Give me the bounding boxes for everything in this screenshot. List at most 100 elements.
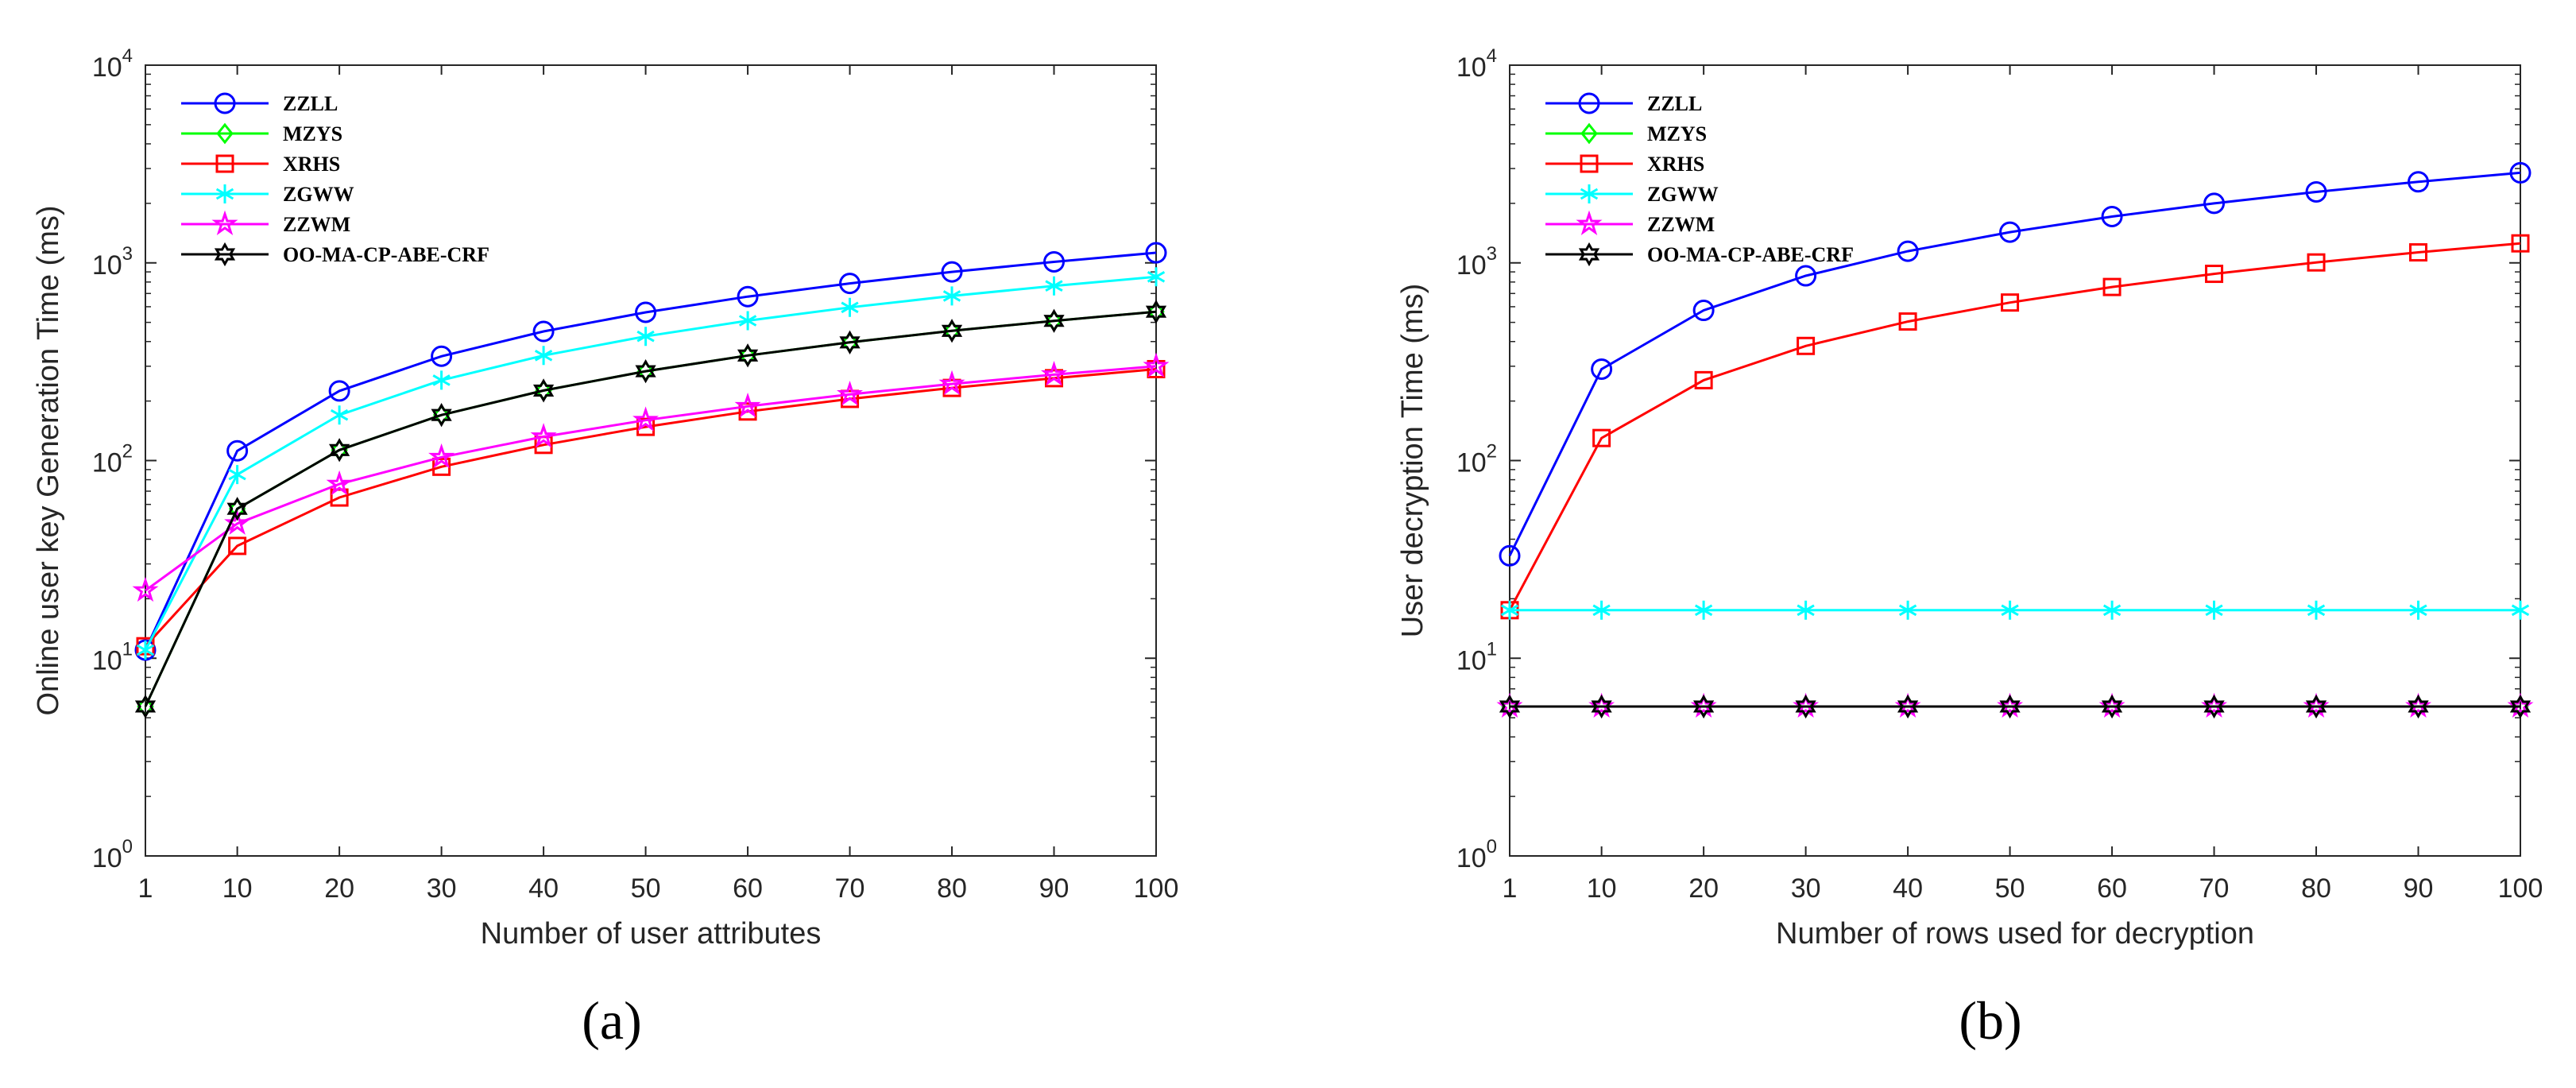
data-point xyxy=(2305,180,2327,203)
x-tick-label: 40 xyxy=(528,873,559,904)
y-tick-exp: 0 xyxy=(1487,836,1497,858)
x-tick-label: 90 xyxy=(2404,873,2434,904)
legend-label: ZZWM xyxy=(1647,213,1715,236)
series-line xyxy=(1508,171,2521,556)
y-tick-base: 10 xyxy=(1456,843,1487,873)
y-tick-exp: 4 xyxy=(122,45,133,67)
legend-label: OO-MA-CP-ABE-CRF xyxy=(283,243,489,266)
data-point xyxy=(839,273,861,295)
data-point xyxy=(2509,694,2532,719)
y-tick-base: 10 xyxy=(1456,448,1487,478)
y-tick-label: 103 xyxy=(1456,243,1497,281)
data-point xyxy=(1045,276,1063,296)
data-point xyxy=(330,488,349,507)
data-point xyxy=(330,405,349,425)
data-point xyxy=(942,286,961,306)
x-tick-label: 80 xyxy=(937,873,967,904)
y-tick-exp: 4 xyxy=(1487,45,1497,67)
legend-marker xyxy=(214,92,236,114)
series-line xyxy=(144,368,1157,648)
data-point xyxy=(2001,600,2019,620)
x-tick-label: 20 xyxy=(1688,873,1719,904)
data-point xyxy=(1041,361,1068,386)
x-tick-label: 80 xyxy=(2301,873,2331,904)
x-tick-label: 1 xyxy=(138,873,153,904)
series-oo-ma-cp-abe-crf xyxy=(1499,694,2532,719)
data-point xyxy=(2305,694,2327,719)
panel-caption: (a) xyxy=(582,990,641,1051)
data-point xyxy=(1499,694,1521,719)
y-axis-label: User decryption Time (ms) xyxy=(1396,284,1429,638)
legend-marker xyxy=(1580,122,1598,145)
plot-area xyxy=(1509,64,2521,857)
legend-marker xyxy=(211,210,238,236)
data-point xyxy=(941,319,963,343)
series-xrhs xyxy=(1500,234,2530,620)
data-point xyxy=(636,327,655,347)
legend-marker xyxy=(215,184,234,203)
data-point xyxy=(1897,694,1919,719)
x-axis-label: Number of rows used for decryption xyxy=(1776,917,2254,951)
x-tick-label: 1 xyxy=(1503,873,1518,904)
data-point xyxy=(326,470,353,496)
data-point xyxy=(2307,600,2326,620)
y-tick-base: 10 xyxy=(92,843,122,873)
data-point xyxy=(2307,253,2326,272)
legend-label: XRHS xyxy=(1647,153,1704,176)
data-point xyxy=(1045,369,1064,388)
data-point xyxy=(942,378,961,397)
data-point xyxy=(1797,336,1816,355)
data-point xyxy=(2205,600,2223,620)
data-point xyxy=(2101,205,2123,227)
legend-marker xyxy=(1576,210,1603,236)
series-xrhs xyxy=(136,359,1166,656)
x-tick-label: 50 xyxy=(631,873,661,904)
data-point xyxy=(737,343,759,368)
series-line xyxy=(145,365,1157,592)
data-point xyxy=(329,438,350,463)
data-point xyxy=(134,694,157,719)
legend-marker xyxy=(214,242,236,267)
data-point xyxy=(837,380,864,406)
data-point xyxy=(1592,428,1611,447)
data-point xyxy=(2408,171,2430,193)
data-point xyxy=(737,285,759,308)
series-zzwm xyxy=(132,352,1170,602)
x-tick-label: 60 xyxy=(2097,873,2127,904)
data-point xyxy=(1145,300,1167,324)
data-point xyxy=(328,380,350,402)
data-point xyxy=(2203,192,2226,215)
x-tick-label: 100 xyxy=(1134,873,1179,904)
x-tick-label: 70 xyxy=(835,873,865,904)
series-oo-ma-cp-abe-crf xyxy=(134,300,1167,719)
legend-label: ZGWW xyxy=(283,183,354,206)
x-tick-label: 70 xyxy=(2199,873,2230,904)
data-point xyxy=(1898,600,1917,620)
data-point xyxy=(228,465,246,485)
y-tick-exp: 1 xyxy=(1487,638,1497,660)
data-point xyxy=(841,297,859,317)
legend-label: ZZLL xyxy=(283,92,338,115)
data-point xyxy=(431,403,452,428)
y-tick-exp: 2 xyxy=(122,441,133,463)
y-tick-base: 10 xyxy=(92,645,122,676)
y-tick-exp: 2 xyxy=(1487,441,1497,463)
legend-label: MZYS xyxy=(283,122,342,145)
series-zzll xyxy=(1499,161,2532,567)
legend-marker xyxy=(1578,92,1600,114)
data-point xyxy=(432,370,451,390)
data-point xyxy=(1694,370,1713,389)
data-point xyxy=(2101,694,2123,719)
data-point xyxy=(224,509,251,535)
data-point xyxy=(1499,544,1521,567)
series-zgww xyxy=(136,267,1166,660)
data-point xyxy=(632,406,659,432)
y-tick-exp: 3 xyxy=(1487,243,1497,265)
legend-marker xyxy=(1580,154,1599,173)
y-tick-base: 10 xyxy=(92,52,122,83)
y-tick-base: 10 xyxy=(1456,52,1487,83)
data-point xyxy=(228,536,247,556)
data-point xyxy=(1043,308,1065,333)
legend-marker xyxy=(215,154,234,173)
